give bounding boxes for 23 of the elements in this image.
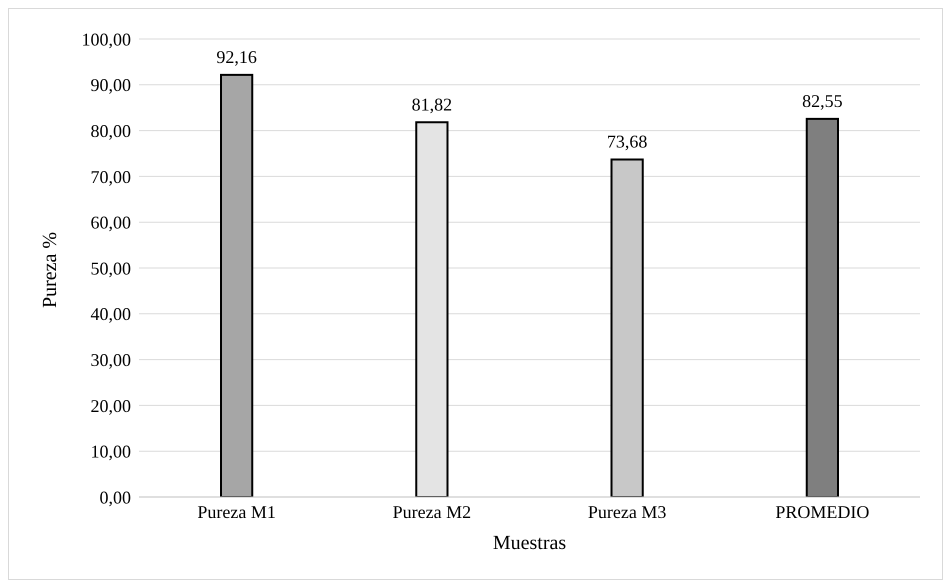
bar xyxy=(220,74,254,497)
data-label: 82,55 xyxy=(802,90,843,111)
y-tick-label: 50,00 xyxy=(90,258,131,278)
y-tick-label: 20,00 xyxy=(90,396,131,416)
data-label: 92,16 xyxy=(216,46,257,67)
y-tick-label: 90,00 xyxy=(90,75,131,96)
y-tick-label: 100,00 xyxy=(82,29,131,50)
y-tick-label: 70,00 xyxy=(90,166,131,187)
data-label: 73,68 xyxy=(606,132,648,152)
bar xyxy=(806,118,839,497)
y-tick-label: 80,00 xyxy=(90,120,131,141)
y-tick-label: 40,00 xyxy=(90,304,131,324)
data-label: 81,82 xyxy=(412,94,452,114)
x-tick-label: Pureza M1 xyxy=(197,502,276,522)
x-tick-label: Pureza M3 xyxy=(588,502,666,522)
y-tick-label: 10,00 xyxy=(90,442,131,462)
y-tick-label: 30,00 xyxy=(90,350,131,370)
y-tick-label: 0,00 xyxy=(100,487,131,508)
x-axis-title: Muestras xyxy=(492,532,566,554)
x-tick-label: Pureza M2 xyxy=(392,502,472,522)
y-axis-title: Pureza % xyxy=(39,232,62,308)
y-tick-label: 60,00 xyxy=(90,212,131,233)
x-tick-label: PROMEDIO xyxy=(775,502,870,522)
